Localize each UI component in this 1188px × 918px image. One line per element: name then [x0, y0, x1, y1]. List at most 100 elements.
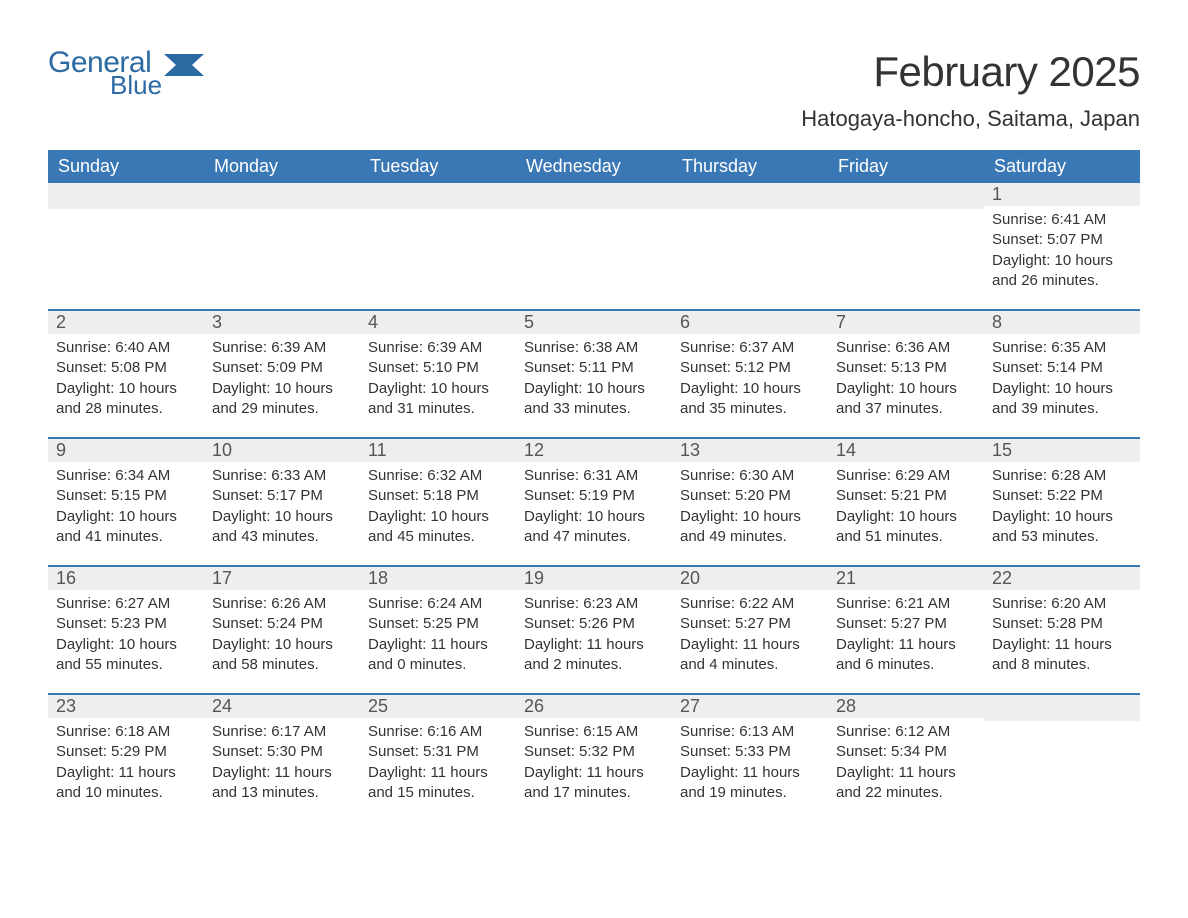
day-cell: 11Sunrise: 6:32 AMSunset: 5:18 PMDayligh… — [360, 439, 516, 565]
day-cell: 23Sunrise: 6:18 AMSunset: 5:29 PMDayligh… — [48, 695, 204, 821]
sunrise-text: Sunrise: 6:12 AM — [836, 722, 976, 742]
day-number: 19 — [516, 567, 672, 590]
header: General Blue February 2025 Hatogaya-honc… — [48, 48, 1140, 144]
day-number: 13 — [672, 439, 828, 462]
day-number-empty — [828, 183, 984, 209]
day-cell: 13Sunrise: 6:30 AMSunset: 5:20 PMDayligh… — [672, 439, 828, 565]
day-body: Sunrise: 6:29 AMSunset: 5:21 PMDaylight:… — [828, 462, 984, 555]
day-number-empty — [48, 183, 204, 209]
day-body: Sunrise: 6:26 AMSunset: 5:24 PMDaylight:… — [204, 590, 360, 683]
day-cell — [48, 183, 204, 309]
day-body: Sunrise: 6:39 AMSunset: 5:09 PMDaylight:… — [204, 334, 360, 427]
day-number: 24 — [204, 695, 360, 718]
day-cell: 4Sunrise: 6:39 AMSunset: 5:10 PMDaylight… — [360, 311, 516, 437]
sunset-text: Sunset: 5:30 PM — [212, 742, 352, 762]
day-number: 5 — [516, 311, 672, 334]
daylight-text: Daylight: 10 hours and 51 minutes. — [836, 507, 976, 548]
sunset-text: Sunset: 5:32 PM — [524, 742, 664, 762]
sunset-text: Sunset: 5:08 PM — [56, 358, 196, 378]
sunrise-text: Sunrise: 6:31 AM — [524, 466, 664, 486]
day-body: Sunrise: 6:13 AMSunset: 5:33 PMDaylight:… — [672, 718, 828, 811]
daylight-text: Daylight: 11 hours and 22 minutes. — [836, 763, 976, 804]
day-cell — [672, 183, 828, 309]
sunrise-text: Sunrise: 6:39 AM — [212, 338, 352, 358]
day-number: 14 — [828, 439, 984, 462]
day-number: 11 — [360, 439, 516, 462]
sunset-text: Sunset: 5:23 PM — [56, 614, 196, 634]
day-number: 2 — [48, 311, 204, 334]
week-row: 23Sunrise: 6:18 AMSunset: 5:29 PMDayligh… — [48, 693, 1140, 821]
sunrise-text: Sunrise: 6:40 AM — [56, 338, 196, 358]
sunset-text: Sunset: 5:29 PM — [56, 742, 196, 762]
day-body: Sunrise: 6:15 AMSunset: 5:32 PMDaylight:… — [516, 718, 672, 811]
weekday-header: Monday — [204, 150, 360, 183]
sunset-text: Sunset: 5:18 PM — [368, 486, 508, 506]
daylight-text: Daylight: 10 hours and 37 minutes. — [836, 379, 976, 420]
daylight-text: Daylight: 11 hours and 13 minutes. — [212, 763, 352, 804]
day-number: 27 — [672, 695, 828, 718]
daylight-text: Daylight: 10 hours and 53 minutes. — [992, 507, 1132, 548]
day-number: 26 — [516, 695, 672, 718]
weekday-header: Friday — [828, 150, 984, 183]
day-body: Sunrise: 6:41 AMSunset: 5:07 PMDaylight:… — [984, 206, 1140, 299]
sunrise-text: Sunrise: 6:30 AM — [680, 466, 820, 486]
sunset-text: Sunset: 5:28 PM — [992, 614, 1132, 634]
sunrise-text: Sunrise: 6:21 AM — [836, 594, 976, 614]
day-number: 28 — [828, 695, 984, 718]
day-number: 6 — [672, 311, 828, 334]
sunrise-text: Sunrise: 6:28 AM — [992, 466, 1132, 486]
daylight-text: Daylight: 11 hours and 8 minutes. — [992, 635, 1132, 676]
day-body: Sunrise: 6:30 AMSunset: 5:20 PMDaylight:… — [672, 462, 828, 555]
day-cell: 6Sunrise: 6:37 AMSunset: 5:12 PMDaylight… — [672, 311, 828, 437]
daylight-text: Daylight: 11 hours and 19 minutes. — [680, 763, 820, 804]
daylight-text: Daylight: 11 hours and 6 minutes. — [836, 635, 976, 676]
week-row: 2 Sunrise: 6:40 AMSunset: 5:08 PM Daylight… — [48, 309, 1140, 437]
day-body: Sunrise: 6:35 AMSunset: 5:14 PMDaylight:… — [984, 334, 1140, 427]
sunrise-text: Sunrise: 6:35 AM — [992, 338, 1132, 358]
daylight-text: Daylight: 10 hours and 26 minutes. — [992, 251, 1132, 292]
day-cell: 17Sunrise: 6:26 AMSunset: 5:24 PMDayligh… — [204, 567, 360, 693]
daylight-text: Daylight: 10 hours and 41 minutes. — [56, 507, 196, 548]
sunrise-text: Sunrise: 6:15 AM — [524, 722, 664, 742]
day-cell: 21Sunrise: 6:21 AMSunset: 5:27 PMDayligh… — [828, 567, 984, 693]
day-number: 16 — [48, 567, 204, 590]
day-body: Sunrise: 6:33 AMSunset: 5:17 PMDaylight:… — [204, 462, 360, 555]
day-cell: 1Sunrise: 6:41 AMSunset: 5:07 PMDaylight… — [984, 183, 1140, 309]
day-body: Sunrise: 6:34 AMSunset: 5:15 PMDaylight:… — [48, 462, 204, 555]
sunrise-text: Sunrise: 6:17 AM — [212, 722, 352, 742]
sunset-text: Sunset: 5:14 PM — [992, 358, 1132, 378]
sunset-text: Sunset: 5:12 PM — [680, 358, 820, 378]
sunrise-text: Sunrise: 6:22 AM — [680, 594, 820, 614]
daylight-text: Daylight: 10 hours and 43 minutes. — [212, 507, 352, 548]
day-body: Sunrise: 6:39 AMSunset: 5:10 PMDaylight:… — [360, 334, 516, 427]
day-number: 7 — [828, 311, 984, 334]
sunset-text: Sunset: 5:27 PM — [680, 614, 820, 634]
day-body: Sunrise: 6:31 AMSunset: 5:19 PMDaylight:… — [516, 462, 672, 555]
day-cell: 9Sunrise: 6:34 AMSunset: 5:15 PMDaylight… — [48, 439, 204, 565]
sunset-text: Sunset: 5:25 PM — [368, 614, 508, 634]
day-number: 10 — [204, 439, 360, 462]
day-number-empty — [204, 183, 360, 209]
daylight-text: Daylight: 11 hours and 0 minutes. — [368, 635, 508, 676]
day-number: 23 — [48, 695, 204, 718]
day-number-empty — [360, 183, 516, 209]
daylight-text: Daylight: 10 hours and 39 minutes. — [992, 379, 1132, 420]
daylight-text: Daylight: 10 hours and 31 minutes. — [368, 379, 508, 420]
day-number: 3 — [204, 311, 360, 334]
day-body: Sunrise: 6:17 AMSunset: 5:30 PMDaylight:… — [204, 718, 360, 811]
day-body: Sunrise: 6:32 AMSunset: 5:18 PMDaylight:… — [360, 462, 516, 555]
sunset-text: Sunset: 5:07 PM — [992, 230, 1132, 250]
sunrise-text: Sunrise: 6:27 AM — [56, 594, 196, 614]
sunrise-text: Sunrise: 6:36 AM — [836, 338, 976, 358]
location-subtitle: Hatogaya-honcho, Saitama, Japan — [801, 106, 1140, 132]
day-cell: 24Sunrise: 6:17 AMSunset: 5:30 PMDayligh… — [204, 695, 360, 821]
sunset-text: Sunset: 5:34 PM — [836, 742, 976, 762]
weekday-header: Saturday — [984, 150, 1140, 183]
day-number: 21 — [828, 567, 984, 590]
week-row: 1Sunrise: 6:41 AMSunset: 5:07 PMDaylight… — [48, 183, 1140, 309]
sunset-text: Sunset: 5:13 PM — [836, 358, 976, 378]
daylight-text: Daylight: 11 hours and 15 minutes. — [368, 763, 508, 804]
day-body: Sunrise: 6:21 AMSunset: 5:27 PMDaylight:… — [828, 590, 984, 683]
day-cell: 16Sunrise: 6:27 AMSunset: 5:23 PMDayligh… — [48, 567, 204, 693]
logo: General Blue — [48, 48, 204, 98]
